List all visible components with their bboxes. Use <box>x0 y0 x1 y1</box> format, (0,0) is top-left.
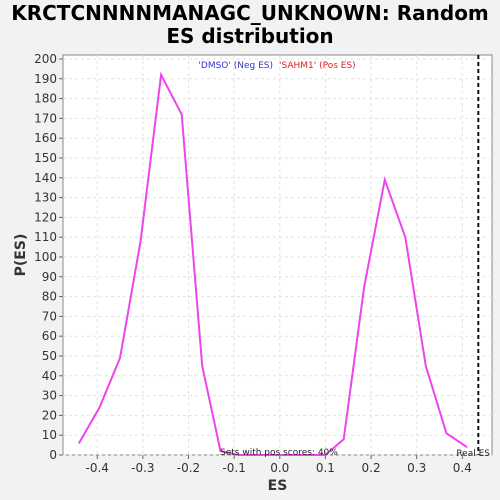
y-tick-label: 130 <box>34 191 57 205</box>
data-point <box>384 179 386 181</box>
x-tick-label: 0.3 <box>407 461 426 475</box>
real-es-label: Real ES <box>456 449 490 459</box>
y-tick-label: 160 <box>34 131 57 145</box>
x-tick-label: 0.4 <box>453 461 472 475</box>
y-tick-label: 20 <box>42 408 57 422</box>
y-tick-label: 60 <box>42 329 57 343</box>
y-tick-label: 120 <box>34 210 57 224</box>
y-tick-label: 90 <box>42 270 57 284</box>
y-tick-label: 70 <box>42 309 57 323</box>
y-tick-label: 0 <box>49 448 57 462</box>
data-point <box>238 454 240 456</box>
y-tick-label: 50 <box>42 349 57 363</box>
y-tick-label: 150 <box>34 151 57 165</box>
data-point <box>119 357 121 359</box>
data-point <box>363 286 365 288</box>
y-tick-label: 140 <box>34 171 57 185</box>
y-tick-label: 30 <box>42 389 57 403</box>
legend-entry-sahm1: 'SAHM1' (Pos ES) <box>279 61 356 71</box>
data-point <box>98 406 101 409</box>
x-tick-label: -0.1 <box>222 461 245 475</box>
series-layer <box>78 71 468 456</box>
es-distribution-line <box>78 71 468 456</box>
y-tick-label: 170 <box>34 111 57 125</box>
y-tick-label: 180 <box>34 92 57 106</box>
data-point <box>201 365 203 367</box>
x-tick-label: 0.2 <box>362 461 381 475</box>
x-tick-label: -0.3 <box>131 461 154 475</box>
data-point <box>404 236 406 238</box>
data-point <box>219 450 222 452</box>
x-axis-title: ES <box>268 478 288 494</box>
data-point <box>139 240 142 242</box>
y-tick-label: 190 <box>34 72 57 86</box>
x-tick-label: -0.4 <box>86 461 109 475</box>
y-tick-label: 10 <box>42 428 57 442</box>
x-tick-label: 0.1 <box>316 461 335 475</box>
pos-scores-annotation: Sets with pos scores: 40% <box>220 448 338 458</box>
y-tick-label: 40 <box>42 369 57 383</box>
y-tick-label: 110 <box>34 230 57 244</box>
data-point <box>160 74 162 76</box>
data-point <box>78 442 80 444</box>
y-tick-label: 200 <box>34 52 57 66</box>
y-axis-title: P(ES) <box>13 234 29 277</box>
tick-layer: 0 10 20 30 40 50 60 70 80 90 100 110 120 130 140 150 160… <box>34 52 472 475</box>
data-point <box>181 113 183 116</box>
data-point <box>445 432 447 434</box>
data-point <box>343 438 345 440</box>
y-tick-label: 100 <box>34 250 57 264</box>
data-point <box>279 454 281 456</box>
x-tick-label: 0.0 <box>270 461 289 475</box>
plot-area <box>62 54 493 456</box>
data-point <box>425 365 427 367</box>
x-tick-label: -0.2 <box>177 461 200 475</box>
y-tick-label: 80 <box>42 290 57 304</box>
legend-entry-dmso: 'DMSO' (Neg ES) <box>198 61 273 71</box>
data-point <box>466 446 468 448</box>
chart-title: KRCTCNNNNMANAGC_UNKNOWN: Random ES distr… <box>11 1 489 48</box>
data-point <box>324 454 327 456</box>
